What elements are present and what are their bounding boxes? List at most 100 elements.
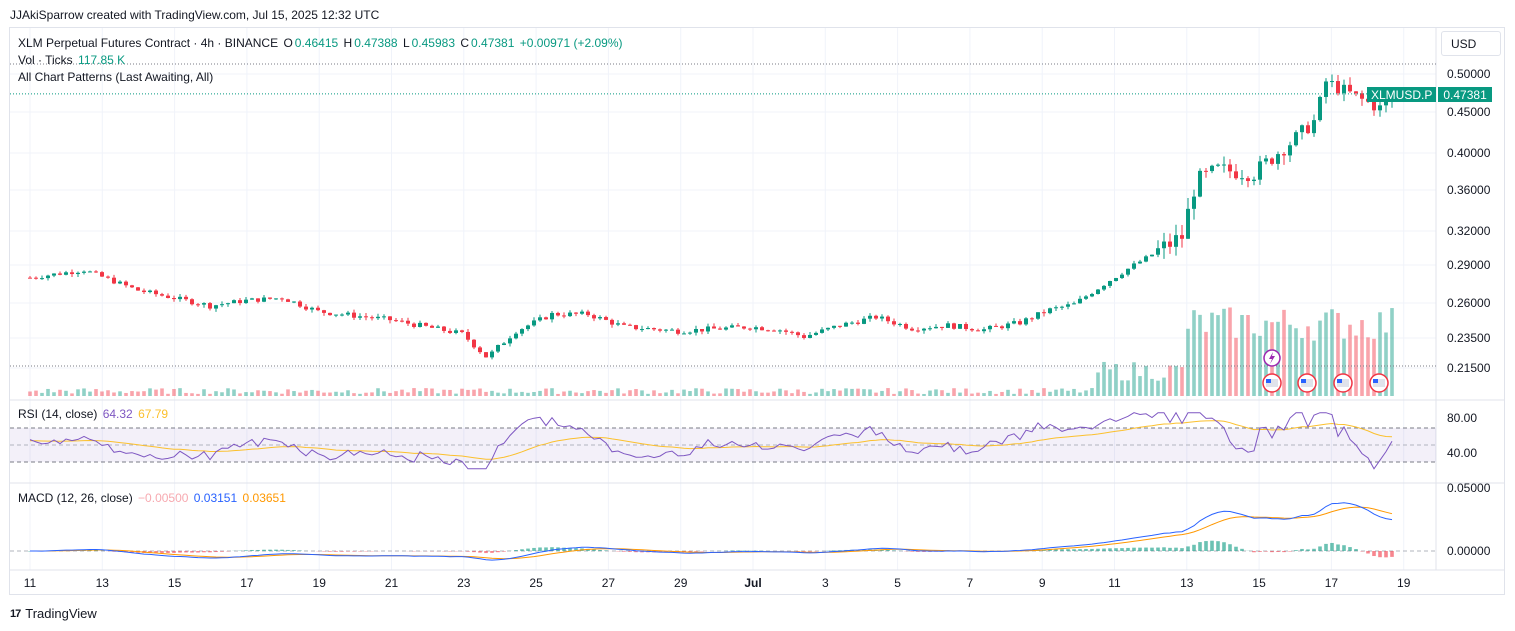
candle-body bbox=[766, 330, 770, 332]
volume-bar bbox=[322, 392, 326, 396]
volume-bar bbox=[328, 392, 332, 396]
macd-histogram-bar bbox=[1150, 547, 1154, 551]
candle-body bbox=[742, 326, 746, 329]
volume-bar bbox=[1156, 380, 1160, 396]
price-axis-label: 0.45000 bbox=[1447, 105, 1491, 119]
volume-bar bbox=[196, 393, 200, 396]
macd-histogram-bar bbox=[532, 547, 536, 551]
volume-bar bbox=[1306, 326, 1310, 396]
macd-histogram-bar bbox=[592, 549, 596, 551]
time-axis-label: 3 bbox=[822, 576, 829, 590]
tradingview-logo-icon: 17 bbox=[10, 607, 21, 620]
volume-bar bbox=[310, 389, 314, 396]
volume-bar bbox=[124, 392, 128, 396]
candle-body bbox=[502, 343, 506, 345]
macd-histogram-bar bbox=[334, 551, 338, 552]
macd-histogram-bar bbox=[1138, 547, 1142, 551]
macd-histogram-bar bbox=[1342, 545, 1346, 551]
candle-body bbox=[268, 297, 272, 299]
volume-bar bbox=[1048, 391, 1052, 396]
candle-body bbox=[586, 311, 590, 316]
flag-canton bbox=[1373, 379, 1378, 383]
rsi-line bbox=[29, 411, 1393, 470]
volume-bar bbox=[28, 391, 32, 396]
candle-body bbox=[940, 326, 944, 328]
macd-histogram-bar bbox=[172, 551, 176, 553]
volume-bar bbox=[232, 389, 236, 396]
volume-bar bbox=[1090, 388, 1094, 396]
volume-bar bbox=[682, 389, 686, 396]
candle-body bbox=[1216, 164, 1220, 166]
candle-body bbox=[250, 298, 254, 300]
volume-bar bbox=[1078, 392, 1082, 396]
candle-body bbox=[718, 328, 722, 330]
candle-body bbox=[1270, 158, 1274, 164]
macd-histogram-bar bbox=[1252, 551, 1256, 553]
signal-value: 0.03651 bbox=[242, 491, 286, 505]
macd-histogram-bar bbox=[1144, 547, 1148, 551]
macd-histogram-bar bbox=[736, 550, 740, 551]
candle-body bbox=[664, 329, 668, 331]
volume-bar bbox=[34, 390, 38, 396]
rsi-axis-label: 40.00 bbox=[1447, 446, 1477, 460]
macd-histogram-bar bbox=[568, 547, 572, 551]
volume-bar bbox=[208, 393, 212, 396]
macd-histogram-bar bbox=[256, 549, 260, 551]
volume-bar bbox=[796, 389, 800, 396]
volume-bar bbox=[706, 391, 710, 396]
volume-bar bbox=[172, 389, 176, 396]
volume-bar bbox=[778, 388, 782, 396]
volume-bar bbox=[928, 390, 932, 396]
macd-histogram-bar bbox=[250, 549, 254, 551]
time-axis-label: Jul bbox=[744, 576, 761, 590]
volume-bar bbox=[562, 391, 566, 396]
candle-body bbox=[1150, 254, 1154, 257]
candle-body bbox=[694, 328, 698, 333]
volume-bar bbox=[580, 393, 584, 396]
candle-body bbox=[334, 314, 338, 316]
candle-body bbox=[1000, 326, 1004, 329]
volume-bar bbox=[532, 392, 536, 396]
macd-histogram-bar bbox=[1216, 541, 1220, 551]
candle-body bbox=[136, 287, 140, 291]
volume-bar bbox=[934, 389, 938, 396]
macd-histogram-bar bbox=[838, 550, 842, 551]
volume-bar bbox=[370, 392, 374, 396]
candle-body bbox=[292, 301, 296, 303]
candle-body bbox=[892, 321, 896, 325]
candle-body bbox=[1348, 84, 1352, 92]
tradingview-brand[interactable]: 17 TradingView bbox=[10, 606, 97, 621]
volume-bar bbox=[1234, 337, 1238, 396]
macd-histogram-bar bbox=[574, 548, 578, 551]
candle-body bbox=[730, 325, 734, 328]
candle-body bbox=[670, 329, 674, 331]
macd-histogram-bar bbox=[1078, 549, 1082, 551]
volume-bar bbox=[454, 393, 458, 396]
volume-bar bbox=[916, 393, 920, 396]
candle-body bbox=[316, 307, 320, 311]
candle-body bbox=[796, 332, 800, 336]
volume-bar bbox=[832, 389, 836, 396]
candle-body bbox=[724, 327, 728, 330]
currency-button[interactable]: USD bbox=[1441, 31, 1501, 56]
volume-bar bbox=[424, 388, 428, 396]
candle-body bbox=[1210, 165, 1214, 172]
volume-bar bbox=[1258, 335, 1262, 396]
volume-bar bbox=[748, 389, 752, 396]
candle-body bbox=[736, 325, 740, 327]
volume-bar bbox=[910, 390, 914, 396]
volume-bar bbox=[592, 390, 596, 396]
volume-bar bbox=[946, 392, 950, 396]
candle-body bbox=[34, 277, 38, 279]
candle-body bbox=[700, 328, 704, 332]
candle-body bbox=[520, 329, 524, 334]
macd-histogram-bar bbox=[550, 547, 554, 551]
volume-bar bbox=[1168, 365, 1172, 396]
candle-body bbox=[652, 328, 656, 330]
macd-histogram-bar bbox=[244, 550, 248, 551]
volume-bar bbox=[1126, 380, 1130, 396]
candle-body bbox=[172, 298, 176, 300]
volume-bar bbox=[1162, 377, 1166, 396]
volume-bar bbox=[616, 388, 620, 396]
